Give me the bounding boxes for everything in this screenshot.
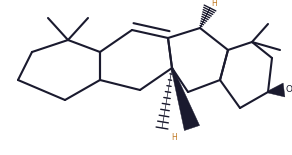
Text: H: H <box>171 133 177 142</box>
Text: H: H <box>211 0 217 9</box>
Polygon shape <box>268 83 285 97</box>
Polygon shape <box>171 68 200 131</box>
Text: OH: OH <box>286 86 292 95</box>
